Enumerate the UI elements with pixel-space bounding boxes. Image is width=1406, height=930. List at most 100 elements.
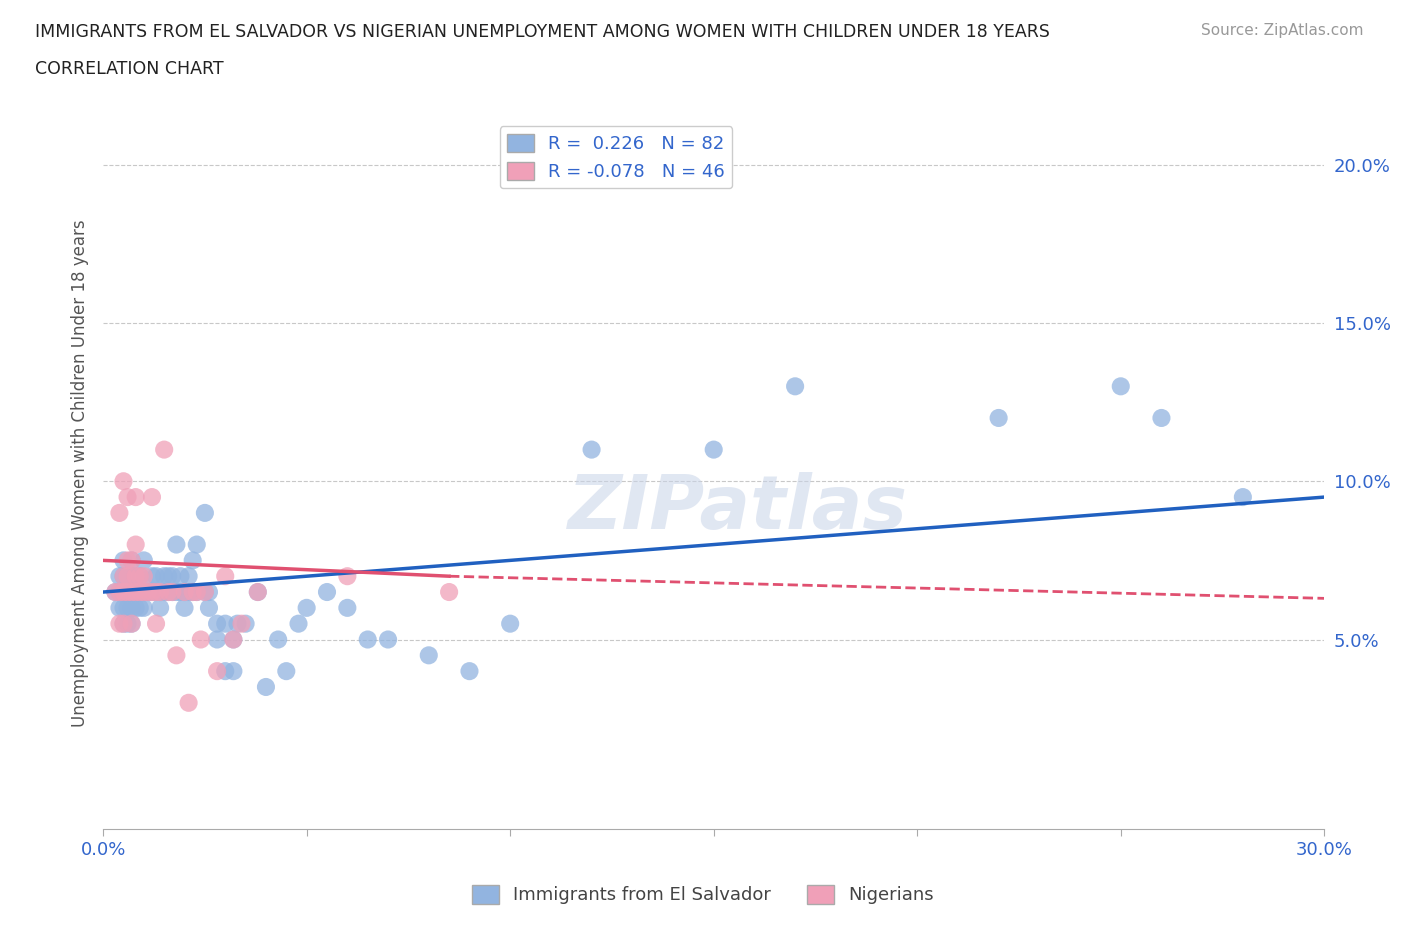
Point — [112, 601, 135, 616]
Point — [149, 585, 172, 600]
Point — [132, 585, 155, 600]
Point — [377, 632, 399, 647]
Point — [104, 585, 127, 600]
Point — [117, 601, 139, 616]
Legend: Immigrants from El Salvador, Nigerians: Immigrants from El Salvador, Nigerians — [464, 878, 942, 911]
Point — [198, 601, 221, 616]
Point — [125, 585, 148, 600]
Point — [132, 601, 155, 616]
Point — [145, 569, 167, 584]
Point — [177, 585, 200, 600]
Point — [149, 601, 172, 616]
Point — [162, 569, 184, 584]
Point — [121, 617, 143, 631]
Point — [153, 585, 176, 600]
Point — [1109, 379, 1132, 393]
Point — [287, 617, 309, 631]
Point — [157, 569, 180, 584]
Point — [125, 489, 148, 504]
Point — [108, 601, 131, 616]
Y-axis label: Unemployment Among Women with Children Under 18 years: Unemployment Among Women with Children U… — [72, 219, 89, 727]
Point — [136, 585, 159, 600]
Point — [703, 442, 725, 457]
Point — [117, 489, 139, 504]
Point — [104, 585, 127, 600]
Point — [145, 617, 167, 631]
Point — [121, 585, 143, 600]
Point — [112, 569, 135, 584]
Point — [117, 553, 139, 568]
Point — [499, 617, 522, 631]
Point — [117, 569, 139, 584]
Point — [165, 585, 187, 600]
Point — [165, 538, 187, 552]
Point — [108, 585, 131, 600]
Point — [235, 617, 257, 631]
Point — [987, 410, 1010, 425]
Point — [162, 585, 184, 600]
Point — [190, 632, 212, 647]
Point — [198, 585, 221, 600]
Point — [357, 632, 380, 647]
Point — [254, 680, 277, 695]
Point — [125, 585, 148, 600]
Point — [165, 648, 187, 663]
Point — [121, 617, 143, 631]
Point — [132, 569, 155, 584]
Point — [214, 569, 236, 584]
Point — [149, 585, 172, 600]
Point — [121, 553, 143, 568]
Point — [128, 585, 150, 600]
Point — [194, 585, 217, 600]
Point — [458, 664, 481, 679]
Point — [117, 585, 139, 600]
Point — [336, 569, 359, 584]
Point — [125, 538, 148, 552]
Point — [108, 585, 131, 600]
Point — [128, 601, 150, 616]
Point — [108, 506, 131, 521]
Point — [418, 648, 440, 663]
Point — [336, 601, 359, 616]
Point — [136, 585, 159, 600]
Point — [276, 664, 298, 679]
Point — [128, 569, 150, 584]
Point — [231, 617, 253, 631]
Point — [173, 585, 195, 600]
Point — [173, 585, 195, 600]
Point — [141, 585, 163, 600]
Point — [246, 585, 269, 600]
Point — [125, 569, 148, 584]
Point — [222, 664, 245, 679]
Point — [112, 553, 135, 568]
Point — [246, 585, 269, 600]
Point — [125, 601, 148, 616]
Point — [1150, 410, 1173, 425]
Text: Source: ZipAtlas.com: Source: ZipAtlas.com — [1201, 23, 1364, 38]
Point — [177, 696, 200, 711]
Point — [141, 489, 163, 504]
Point — [222, 632, 245, 647]
Point — [112, 473, 135, 488]
Point — [194, 585, 217, 600]
Point — [121, 585, 143, 600]
Point — [267, 632, 290, 647]
Point — [295, 601, 318, 616]
Point — [132, 585, 155, 600]
Point — [173, 601, 195, 616]
Point — [108, 569, 131, 584]
Point — [169, 585, 191, 600]
Point — [112, 617, 135, 631]
Point — [112, 617, 135, 631]
Point — [226, 617, 249, 631]
Point — [112, 569, 135, 584]
Point — [112, 585, 135, 600]
Point — [117, 569, 139, 584]
Point — [1232, 489, 1254, 504]
Point — [214, 664, 236, 679]
Point — [785, 379, 807, 393]
Point — [117, 617, 139, 631]
Point — [205, 664, 228, 679]
Point — [205, 632, 228, 647]
Point — [581, 442, 603, 457]
